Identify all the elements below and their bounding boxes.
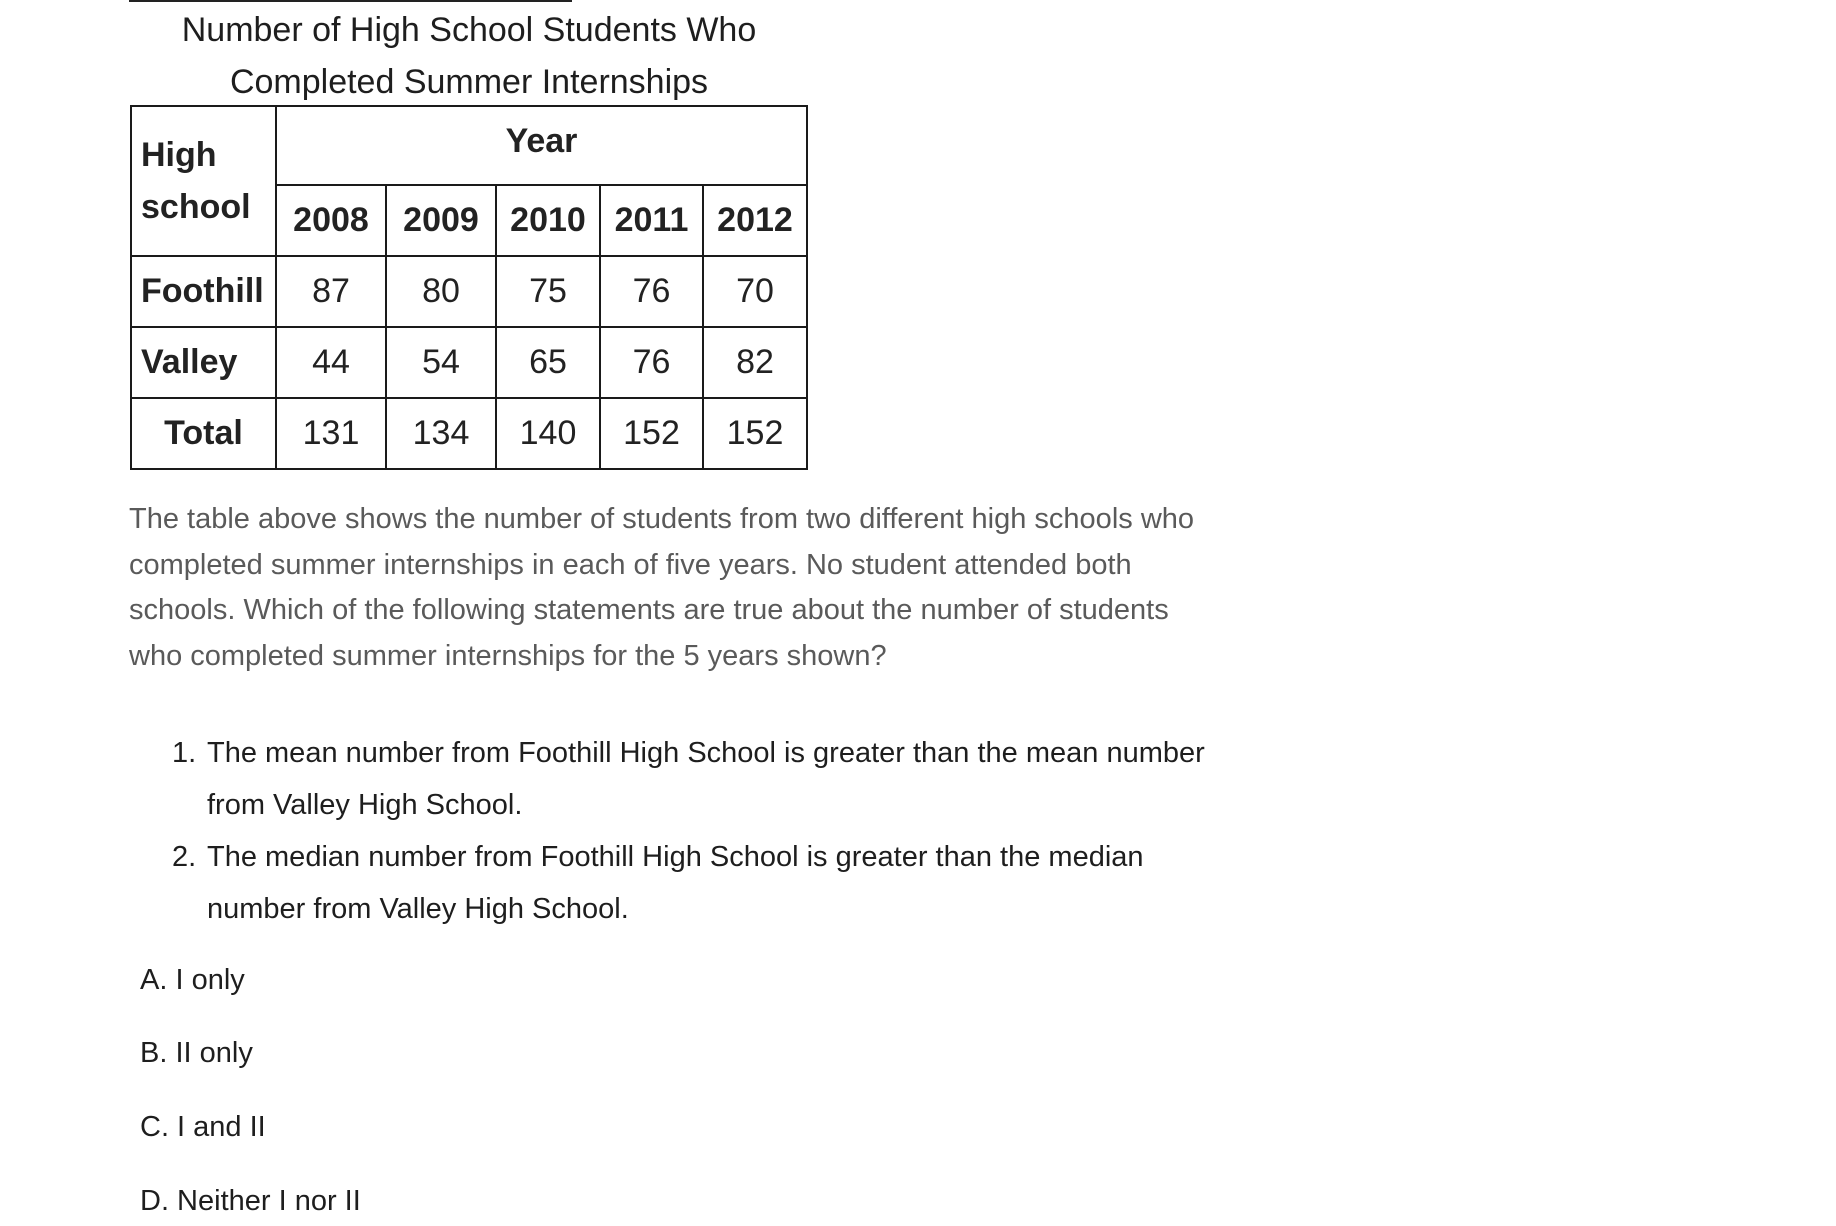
statement-number: 1. xyxy=(172,737,197,769)
table-cell: 134 xyxy=(385,397,497,470)
row-label-total: Total xyxy=(130,397,277,470)
year-header: Year xyxy=(275,105,808,186)
year-row: 2008 2009 2010 2011 2012 xyxy=(131,184,808,257)
table-title: Number of High School Students Who Compl… xyxy=(129,4,809,108)
table-cell: 87 xyxy=(275,255,387,328)
question-text: The table above shows the number of stud… xyxy=(129,503,1195,672)
statement-text: The mean number from Foothill High Schoo… xyxy=(207,737,1205,821)
table-cell: 44 xyxy=(275,326,387,399)
table-row-foothill: Foothill 87 80 75 76 70 xyxy=(130,255,808,328)
table-row-valley: Valley 44 54 65 76 82 xyxy=(130,326,808,399)
table-cell: 70 xyxy=(702,255,808,328)
choice-a[interactable]: A. I only xyxy=(140,964,245,996)
statement-item: 1. The mean number from Foothill High Sc… xyxy=(172,727,1232,831)
choice-c[interactable]: C. I and II xyxy=(140,1111,266,1143)
statement-number: 2. xyxy=(172,841,197,873)
table-cell: 76 xyxy=(599,326,704,399)
table-cell: 76 xyxy=(599,255,704,328)
choice-b[interactable]: B. II only xyxy=(140,1037,253,1069)
year-2011-header: 2011 xyxy=(599,184,704,257)
table-cell: 140 xyxy=(495,397,601,470)
statement-item: 2. The median number from Foothill High … xyxy=(172,831,1232,935)
table-title-line-2: Completed Summer Internships xyxy=(229,63,709,101)
table-cell: 75 xyxy=(495,255,601,328)
choice-d[interactable]: D. Neither I nor II xyxy=(140,1185,361,1217)
year-2010-header: 2010 xyxy=(495,184,601,257)
table-cell: 65 xyxy=(495,326,601,399)
table-cell: 152 xyxy=(702,397,808,470)
table-title-line-1: Number of High School Students Who xyxy=(181,11,757,49)
top-divider xyxy=(129,0,572,2)
table-cell: 54 xyxy=(385,326,497,399)
statement-text: The median number from Foothill High Sch… xyxy=(207,841,1144,925)
internship-table: High school Year 2008 2009 2010 2011 201… xyxy=(130,105,808,470)
year-2008-header: 2008 xyxy=(275,184,387,257)
table-cell: 82 xyxy=(702,326,808,399)
table-cell: 80 xyxy=(385,255,497,328)
year-2012-header: 2012 xyxy=(702,184,808,257)
table-cell: 131 xyxy=(275,397,387,470)
row-label-foothill: Foothill xyxy=(130,255,277,328)
year-2009-header: 2009 xyxy=(385,184,497,257)
high-school-header: High school xyxy=(130,105,277,257)
table-row-total: Total 131 134 140 152 152 xyxy=(130,397,808,470)
statement-list: 1. The mean number from Foothill High Sc… xyxy=(172,727,1232,935)
table-cell: 152 xyxy=(599,397,704,470)
table-header-row: High school Year xyxy=(130,105,808,257)
row-label-valley: Valley xyxy=(130,326,277,399)
